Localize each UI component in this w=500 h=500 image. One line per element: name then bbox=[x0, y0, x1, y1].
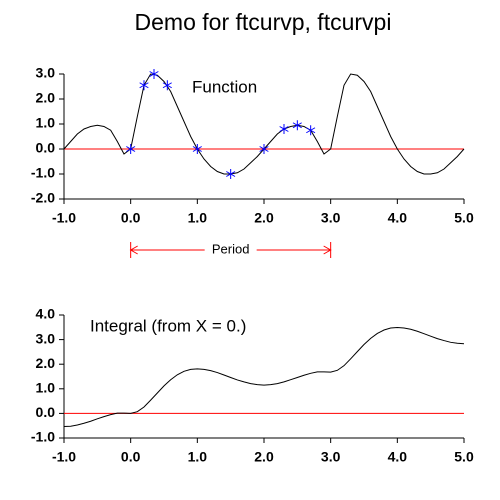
y-tick-label: 2.0 bbox=[36, 90, 56, 106]
x-tick-label: 5.0 bbox=[454, 210, 474, 226]
y-tick-label: 0.0 bbox=[36, 140, 56, 156]
asterisk-stroke bbox=[279, 126, 289, 132]
data-point bbox=[162, 80, 172, 91]
data-point bbox=[226, 169, 236, 179]
x-tick-label: 1.0 bbox=[188, 210, 208, 226]
y-tick-label: 1.0 bbox=[36, 115, 56, 131]
x-tick-label: 0.0 bbox=[121, 210, 141, 226]
x-tick-label: 5.0 bbox=[454, 449, 474, 465]
x-tick-label: 1.0 bbox=[188, 449, 208, 465]
data-point bbox=[149, 69, 159, 79]
asterisk-stroke bbox=[259, 146, 269, 152]
period-label: Period bbox=[212, 241, 250, 256]
x-tick-label: -1.0 bbox=[52, 449, 76, 465]
data-point bbox=[292, 120, 302, 131]
x-tick-label: 4.0 bbox=[388, 449, 408, 465]
asterisk-stroke bbox=[149, 71, 159, 77]
arrow-head bbox=[129, 245, 138, 255]
chart-title: Demo for ftcurvp, ftcurvpi bbox=[135, 9, 392, 35]
x-tick-label: 3.0 bbox=[321, 210, 341, 226]
asterisk-stroke bbox=[306, 127, 316, 134]
x-tick-label: 2.0 bbox=[254, 449, 274, 465]
y-tick-label: -2.0 bbox=[31, 190, 55, 206]
arrow-head bbox=[323, 245, 332, 255]
asterisk-stroke bbox=[192, 146, 202, 152]
asterisk-stroke bbox=[292, 122, 302, 129]
curve bbox=[63, 327, 465, 427]
x-tick-label: -1.0 bbox=[52, 210, 76, 226]
data-point bbox=[126, 144, 136, 154]
asterisk-stroke bbox=[226, 171, 236, 177]
y-tick-label: 2.0 bbox=[36, 355, 56, 371]
asterisk-stroke bbox=[126, 146, 136, 152]
x-tick-label: 2.0 bbox=[254, 210, 274, 226]
asterisk-stroke bbox=[162, 82, 172, 89]
data-point bbox=[279, 124, 289, 134]
data-point bbox=[259, 144, 269, 154]
y-tick-label: -1.0 bbox=[31, 165, 55, 181]
data-point bbox=[192, 144, 202, 154]
y-tick-label: 0.0 bbox=[36, 404, 56, 420]
x-tick-label: 3.0 bbox=[321, 449, 341, 465]
y-tick-label: 3.0 bbox=[36, 330, 56, 346]
label-backdrop bbox=[204, 242, 257, 258]
annotation: Function bbox=[192, 77, 257, 96]
x-tick-label: 0.0 bbox=[121, 449, 141, 465]
asterisk-stroke bbox=[139, 82, 149, 89]
data-point bbox=[306, 125, 316, 136]
y-tick-label: 1.0 bbox=[36, 380, 56, 396]
y-tick-label: 3.0 bbox=[36, 65, 56, 81]
x-tick-label: 4.0 bbox=[388, 210, 408, 226]
data-point bbox=[139, 80, 149, 91]
y-tick-label: 4.0 bbox=[36, 306, 56, 322]
annotation: Integral (from X = 0.) bbox=[90, 316, 246, 335]
y-tick-label: -1.0 bbox=[31, 429, 55, 445]
